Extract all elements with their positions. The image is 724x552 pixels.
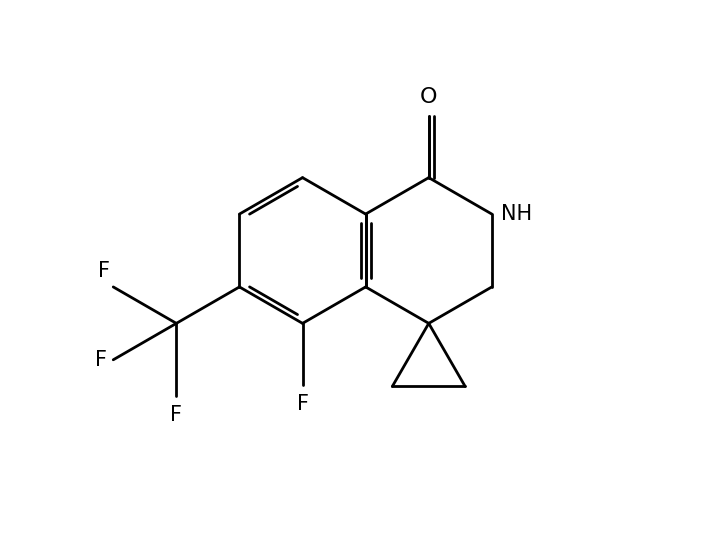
Text: F: F	[96, 350, 107, 370]
Text: O: O	[420, 87, 437, 107]
Text: F: F	[297, 394, 308, 414]
Text: NH: NH	[500, 204, 531, 224]
Text: F: F	[98, 261, 109, 281]
Text: F: F	[170, 405, 182, 425]
